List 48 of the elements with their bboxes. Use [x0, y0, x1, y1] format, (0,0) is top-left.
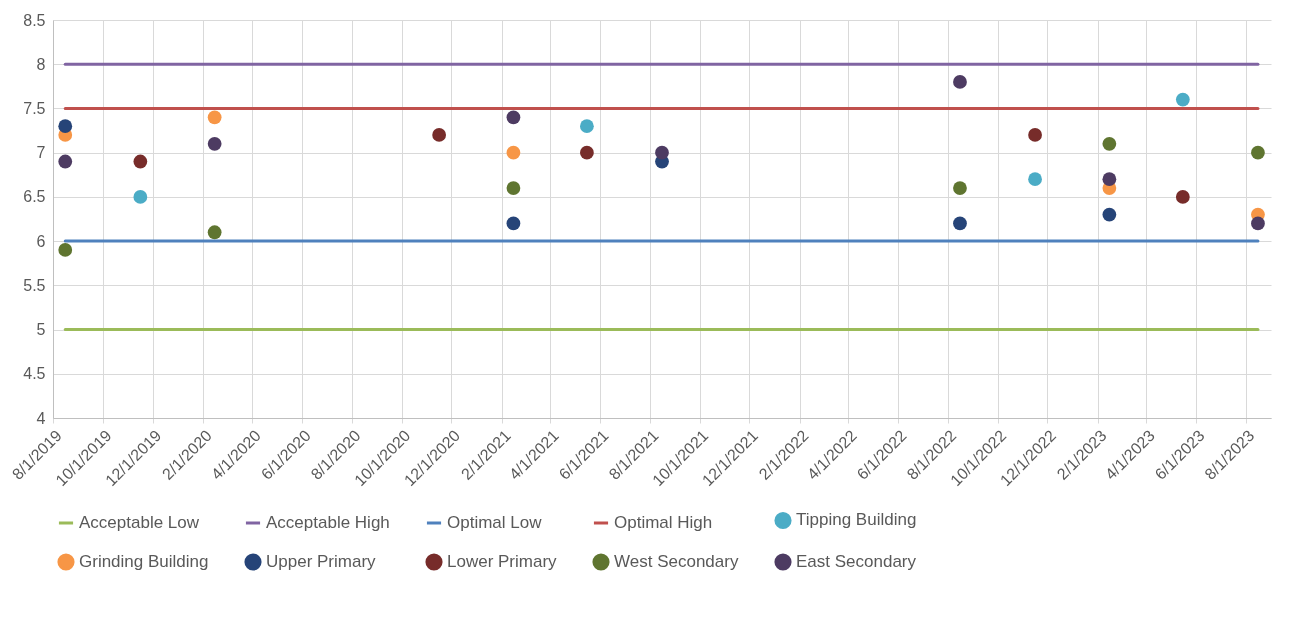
legend-label: West Secondary [614, 552, 739, 571]
point [506, 181, 521, 195]
point [1251, 216, 1265, 231]
y-tick-label: 5 [36, 321, 46, 339]
point [1102, 172, 1117, 187]
point [953, 181, 967, 195]
point [1175, 92, 1190, 107]
point [506, 216, 521, 231]
point [506, 110, 521, 125]
legend-label: Optimal High [614, 513, 713, 532]
point [58, 243, 73, 257]
legend-label: Acceptable Low [79, 513, 200, 532]
point [1251, 145, 1265, 160]
point [207, 136, 222, 151]
y-tick-label: 8 [36, 55, 46, 73]
legend-label: Tipping Building [796, 510, 917, 530]
y-tick-label: 7.5 [23, 99, 46, 117]
point [133, 190, 148, 204]
y-tick-label: 7 [36, 144, 46, 162]
legend-label: Optimal Low [447, 513, 543, 532]
point [432, 128, 447, 142]
point [953, 216, 967, 231]
y-tick-label: 4 [36, 409, 46, 427]
y-tick-label: 6 [36, 232, 46, 250]
legend-label: Grinding Building [79, 552, 209, 571]
point [1175, 190, 1190, 204]
y-tick-label: 5.5 [23, 276, 46, 294]
point [1102, 207, 1117, 222]
point [58, 154, 73, 169]
point [953, 75, 967, 89]
point [1028, 172, 1042, 187]
legend-label: Acceptable High [266, 513, 390, 532]
point [207, 110, 222, 125]
point [506, 145, 521, 160]
legend-label: East Secondary [796, 552, 917, 571]
y-tick-label: 8.5 [23, 11, 46, 29]
point [58, 119, 73, 134]
y-tick-label: 6.5 [23, 188, 46, 206]
point [133, 154, 148, 169]
point [1028, 128, 1042, 142]
legend-label: Upper Primary [266, 552, 377, 571]
legend-label: Lower Primary [447, 552, 558, 571]
y-tick-label: 4.5 [23, 365, 46, 383]
point [580, 145, 594, 160]
point [1102, 136, 1117, 151]
point [207, 225, 222, 240]
point [580, 119, 594, 134]
point [655, 145, 669, 160]
